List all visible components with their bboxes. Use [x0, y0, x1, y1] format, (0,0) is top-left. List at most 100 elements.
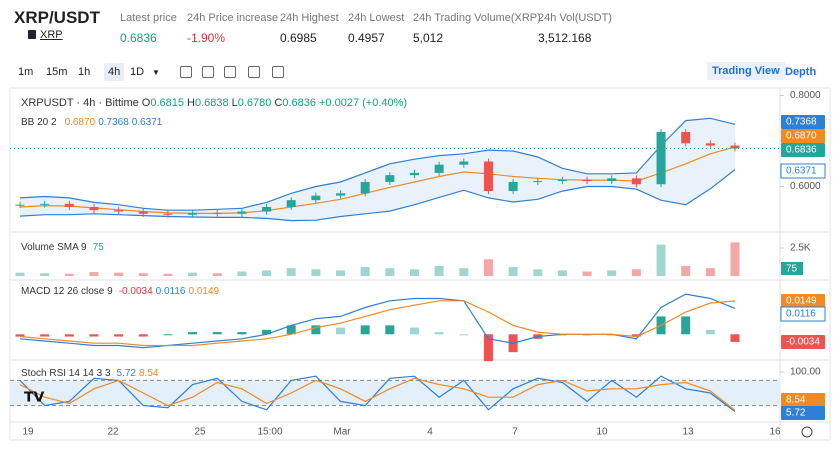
- candle: [89, 206, 99, 211]
- legend-item: BB 20 2: [21, 117, 57, 128]
- view-tab[interactable]: Trading View: [707, 62, 785, 80]
- candle: [188, 212, 198, 215]
- macd-hist: [212, 332, 222, 335]
- macd-legend: MACD 12 26 close 9 -0.0034 0.0116 0.0149: [21, 286, 220, 297]
- volume-tag-text: 75: [786, 264, 798, 275]
- stat: 24h Highest 0.6985: [280, 12, 339, 45]
- candle: [681, 131, 691, 144]
- legend-item: -0.0034: [119, 286, 153, 297]
- candle: [533, 181, 543, 183]
- bb-lower: [19, 169, 736, 222]
- hist-tag-text: -0.0034: [786, 337, 820, 348]
- tool-icon[interactable]: [180, 66, 192, 78]
- candle: [163, 213, 173, 215]
- volume-bar: [89, 272, 99, 276]
- macd-hist: [286, 325, 296, 335]
- macd-hist: [434, 332, 444, 335]
- x-tick-label: 25: [194, 427, 206, 438]
- last-price-tag: [781, 143, 825, 157]
- volume-bar: [459, 268, 469, 276]
- volume-legend: Volume SMA 9 75: [21, 242, 104, 253]
- interval-button[interactable]: 1m: [18, 66, 34, 78]
- legend-item: 0.6836: [282, 97, 316, 109]
- volume-bar: [607, 270, 617, 276]
- tool-icon[interactable]: [248, 66, 260, 78]
- settings-button[interactable]: [801, 426, 813, 438]
- legend-item: 75: [93, 242, 105, 253]
- base-link[interactable]: XRP: [40, 29, 63, 41]
- stat-label: 24h Highest: [280, 12, 339, 24]
- x-tick-label: 16: [769, 427, 781, 438]
- legend-item: 0.6371: [132, 117, 163, 128]
- candle: [138, 211, 148, 214]
- volume-bar: [409, 269, 419, 276]
- candle: [656, 131, 666, 185]
- volume-bar: [237, 271, 247, 276]
- volume-bar: [681, 265, 691, 276]
- x-tick-label: 19: [22, 427, 34, 438]
- stat: 24h Vol(USDT) 3,512.168: [538, 12, 612, 45]
- candle: [385, 175, 395, 182]
- interval-button[interactable]: 1D: [130, 66, 145, 78]
- bb-upper: [19, 117, 736, 211]
- volume-bar: [483, 259, 493, 276]
- bb-lower-tag: 0.6371: [786, 166, 817, 177]
- candle: [582, 179, 592, 182]
- macd-hist: [163, 334, 173, 336]
- stoch-k-tag-text: 5.72: [786, 408, 806, 419]
- legend-item: L: [232, 97, 238, 109]
- stat: 24h Price increase -1.90%: [187, 12, 278, 45]
- macd-hist: [138, 334, 148, 337]
- volume-bar: [64, 273, 74, 276]
- macd-hist: [311, 325, 321, 335]
- macd-hist: [483, 334, 493, 362]
- stat: 24h Trading Volume(XRP) 5,012: [413, 12, 541, 45]
- macd-hist: [64, 334, 74, 337]
- tool-icon[interactable]: [202, 66, 214, 78]
- interval-button[interactable]: 15m: [46, 66, 68, 78]
- coin-icon: [28, 30, 36, 39]
- x-tick-label: 15:00: [257, 427, 282, 438]
- tool-icon[interactable]: [224, 66, 236, 78]
- volume-bar: [360, 267, 370, 276]
- legend-item: Stoch RSI 14 14 3 3: [21, 368, 111, 379]
- stat-label: 24h Price increase: [187, 12, 279, 24]
- volume-bar: [188, 272, 198, 276]
- macd-hist: [188, 332, 198, 335]
- signal-line: [19, 300, 736, 347]
- legend-item: +0.0027 (+0.40%): [319, 97, 407, 109]
- x-tick-label: 4: [427, 427, 433, 438]
- legend-item: 0.6838: [195, 97, 229, 109]
- volume-bar: [533, 269, 543, 276]
- bb-legend: BB 20 2 0.6870 0.7368 0.6371: [21, 117, 163, 128]
- tool-icon[interactable]: [272, 66, 284, 78]
- legend-item: 0.6870: [65, 117, 96, 128]
- volume-bar: [508, 267, 518, 276]
- x-tick-label: 22: [107, 427, 119, 438]
- view-tab[interactable]: Depth: [785, 66, 817, 78]
- interval-button[interactable]: 1h: [78, 66, 91, 78]
- x-tick-label: 10: [596, 427, 608, 438]
- macd-hist: [237, 332, 247, 335]
- candle: [114, 210, 124, 212]
- volume-bar: [582, 271, 592, 276]
- macd-hist: [40, 334, 50, 337]
- volume-bar: [557, 270, 567, 276]
- last-price-tag-text: 0.6836: [786, 145, 817, 156]
- volume-bar: [631, 269, 641, 276]
- volume-bar: [286, 268, 296, 276]
- hist-tag: [781, 335, 825, 349]
- watermark: 𝗧𝗩: [24, 389, 45, 405]
- stoch-d-tag: [781, 393, 825, 407]
- dropdown-caret: ▼: [152, 68, 160, 77]
- macd-hist: [360, 325, 370, 335]
- interval-button[interactable]: 4h: [104, 63, 125, 81]
- legend: XRPUSDT · 4h · Bittime O0.6815 H0.6838 L0.6…: [21, 97, 407, 109]
- legend-item: Volume SMA 9: [21, 242, 87, 253]
- candle: [508, 181, 518, 192]
- legend-item: 0.6815: [150, 97, 184, 109]
- candle: [459, 161, 469, 165]
- volume-bar: [705, 268, 715, 276]
- stoch-k-tag: [781, 406, 825, 420]
